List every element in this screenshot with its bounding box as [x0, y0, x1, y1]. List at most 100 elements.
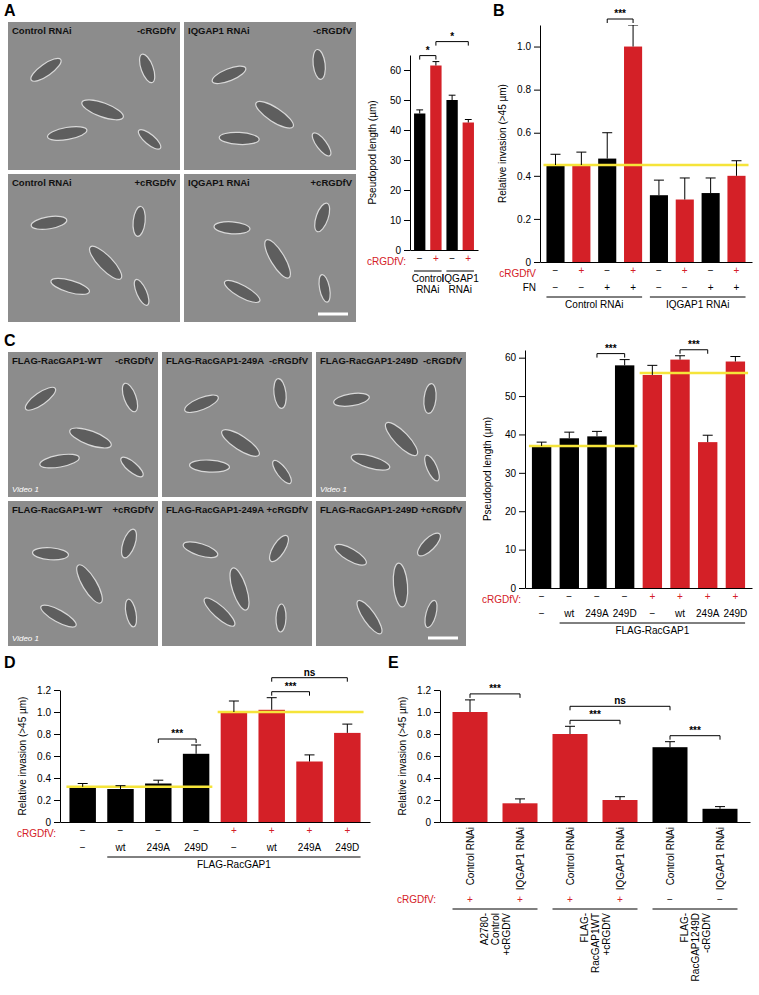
error-bar: [78, 784, 88, 787]
y-tick: 0.4: [37, 773, 60, 784]
y-tick: 0: [395, 245, 410, 256]
reference-line: [529, 445, 637, 448]
y-tick: 30: [390, 155, 410, 166]
error-bar: [592, 431, 602, 436]
cell: [312, 201, 333, 233]
cell: [260, 236, 295, 281]
group-line: [553, 909, 638, 910]
bar: [258, 710, 284, 822]
plot-area: [66, 698, 363, 822]
x-row-label: cRGDfV: [499, 268, 536, 279]
micrograph-image: [316, 501, 466, 646]
y-tick-mark: [404, 160, 410, 161]
y-tick-mark: [404, 250, 410, 251]
x-row-value: −: [682, 282, 688, 293]
x-tick-label: −: [708, 265, 714, 276]
error-bar: [267, 698, 277, 710]
error-bar: [416, 110, 423, 114]
x-tick: −: [656, 262, 662, 276]
group-line: [453, 909, 538, 910]
x-row-label: cRGDfV:: [482, 594, 521, 605]
x-tick-label: +: [677, 591, 683, 602]
x-tick: +: [578, 262, 584, 276]
y-tick-label: 0: [395, 245, 401, 256]
x-row-value: +: [567, 894, 573, 905]
bar: [726, 362, 745, 588]
x-tick: −: [622, 588, 628, 602]
cell: [317, 274, 332, 303]
x-axis: Control RNAiIQGAP1 RNAiControl RNAiIQGAP…: [441, 822, 751, 890]
significance-bracket: [607, 19, 633, 23]
x-tick-label: −: [622, 591, 628, 602]
micrograph: FLAG-RacGAP1-WT-cRGDfVVideo 1: [8, 352, 158, 497]
y-tick-label: 60: [390, 65, 402, 76]
group-line: [414, 271, 442, 272]
group-label: RNAi: [449, 284, 472, 295]
x-row-value: −: [667, 894, 673, 905]
x-axis-line: [441, 822, 751, 823]
micrograph-condition: -cRGDfV: [313, 25, 353, 36]
micrograph: FLAG-RacGAP1-WT+cRGDfVVideo 1: [8, 501, 158, 646]
y-tick: 50: [390, 95, 410, 106]
y-tick-mark: [404, 220, 410, 221]
x-tick-label: −: [193, 825, 199, 836]
significance-label: ns: [304, 667, 316, 678]
cell: [39, 452, 80, 471]
micrograph-video: Video 1: [12, 634, 39, 643]
y-tick-label: 0: [45, 817, 51, 828]
significance-bracket: [597, 354, 625, 358]
x-row-value: 249D: [184, 842, 208, 853]
x-tick: +: [465, 250, 471, 264]
y-tick: 50: [505, 391, 525, 402]
x-row-value: −: [539, 608, 545, 619]
y-tick-mark: [434, 712, 440, 713]
x-row-label: FN: [523, 282, 536, 293]
x-tick-label: +: [433, 253, 439, 264]
y-tick-label: 10: [390, 215, 402, 226]
micrograph: FLAG-RacGAP1-249D+cRGDfV: [316, 501, 466, 646]
error-bar: [537, 442, 547, 446]
x-tick-label: +: [705, 591, 711, 602]
cell: [423, 599, 440, 629]
x-axis: −+−+−+−+: [541, 262, 753, 276]
bar: [546, 165, 564, 262]
cell: [276, 604, 287, 632]
y-tick-label: 0.6: [417, 751, 431, 762]
significance-label: ***: [589, 709, 601, 720]
x-tick: +: [269, 822, 275, 836]
group-label: A2780-: [479, 913, 490, 945]
micrograph-label: FLAG-RacGAP1-249A: [166, 504, 264, 515]
cell: [136, 127, 164, 153]
x-tick: −: [155, 822, 161, 836]
error-bar: [703, 435, 713, 442]
group-label: +cRGDfV: [501, 913, 512, 956]
y-tick-label: 1.0: [37, 707, 51, 718]
significance-label: ***: [689, 725, 701, 736]
cell: [72, 562, 107, 607]
y-tick: 0.2: [417, 795, 440, 806]
y-axis: 00.20.40.60.81.01.2: [417, 685, 440, 828]
x-tick-label: IQGAP1 RNAi: [615, 827, 626, 890]
x-row-value: +: [604, 282, 610, 293]
x-tick: −: [80, 822, 86, 836]
y-tick-mark: [534, 176, 540, 177]
micrograph-image: [162, 501, 312, 646]
group-line: [560, 623, 745, 624]
error-bar: [153, 780, 163, 783]
scale-bar: [428, 637, 458, 640]
significance-bracket: [420, 56, 436, 60]
micrograph-label: IQGAP1 RNAi: [188, 177, 250, 188]
error-bar: [305, 755, 315, 762]
cell: [350, 451, 392, 474]
y-tick-mark: [54, 734, 60, 735]
x-tick-label: −: [80, 825, 86, 836]
y-tick-label: 1.0: [517, 41, 531, 52]
y-tick: 30: [505, 468, 525, 479]
x-axis-line: [61, 822, 371, 823]
cell: [182, 539, 220, 561]
micrograph-video: Video 1: [320, 485, 347, 494]
error-bar: [115, 786, 125, 789]
y-tick: 20: [505, 506, 525, 517]
x-tick: +: [682, 262, 688, 276]
group-label: RacGAP1249D: [690, 913, 701, 981]
